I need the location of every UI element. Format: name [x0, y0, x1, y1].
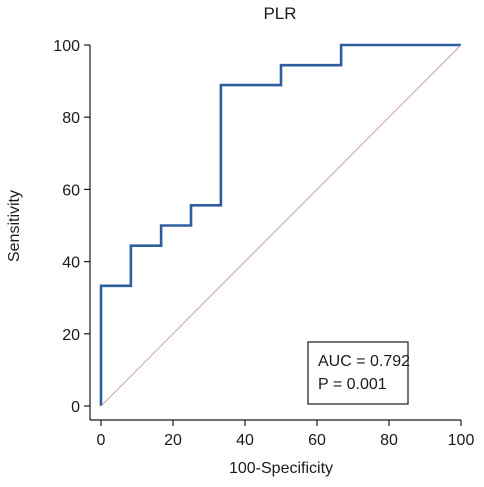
y-tick-label: 0 — [71, 399, 80, 416]
x-tick-label: 40 — [236, 432, 254, 449]
y-tick-label: 40 — [62, 255, 80, 272]
roc-curve-line — [99, 43, 461, 406]
chart-title: PLR — [263, 4, 296, 23]
p-value: P = 0.001 — [318, 376, 387, 393]
y-axis-label: Sensitivity — [6, 190, 23, 262]
y-tick-label: 80 — [62, 110, 80, 127]
x-axis-label: 100-Specificity — [229, 460, 333, 477]
stats-box-frame — [307, 341, 409, 405]
reference-diagonal-line — [100, 44, 462, 407]
y-tick-label: 60 — [62, 182, 80, 199]
x-tick-label: 20 — [164, 432, 182, 449]
x-tick-label: 80 — [380, 432, 398, 449]
auc-value: AUC = 0.792 — [318, 353, 410, 370]
plot-area: 0 20 40 60 80 100 0 20 40 60 80 100 — [53, 38, 474, 449]
y-tick-label: 20 — [62, 327, 80, 344]
x-tick-label: 100 — [448, 432, 475, 449]
stats-box: AUC = 0.792 P = 0.001 — [307, 341, 410, 405]
x-tick-label: 0 — [97, 432, 106, 449]
x-tick-label: 60 — [308, 432, 326, 449]
y-tick-label: 100 — [53, 38, 80, 55]
